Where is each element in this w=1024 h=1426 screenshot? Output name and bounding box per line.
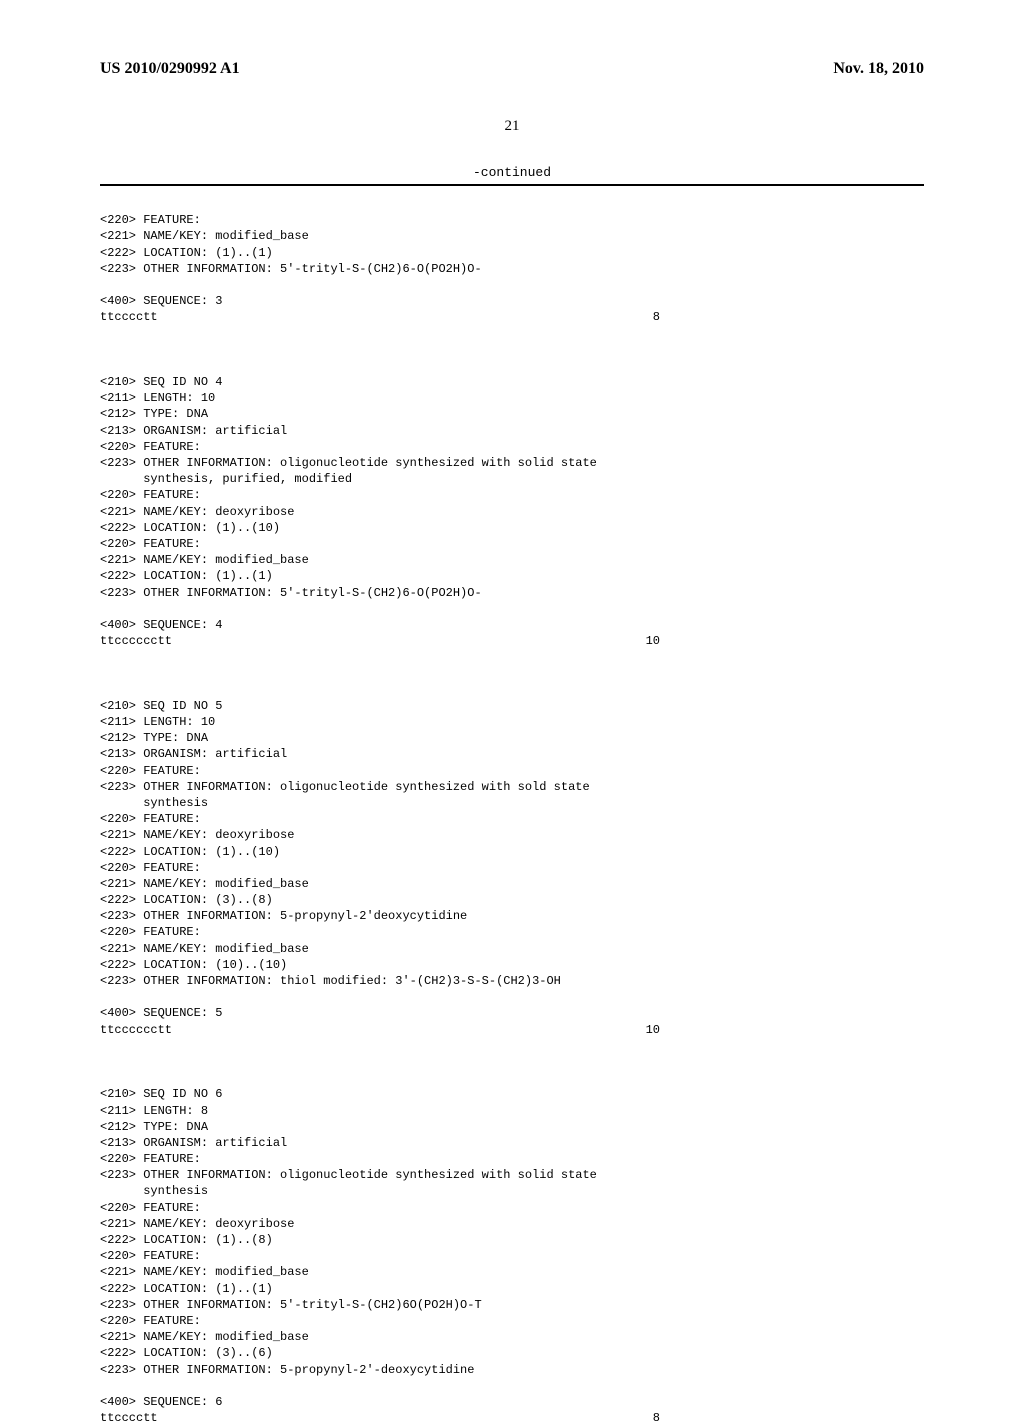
line: <221> NAME/KEY: modified_base — [100, 229, 309, 243]
seq-5-bases: ttcccccctt — [100, 1022, 172, 1038]
gap — [100, 326, 924, 358]
publication-date: Nov. 18, 2010 — [833, 60, 924, 78]
line: <211> LENGTH: 8 — [100, 1104, 208, 1118]
gap — [100, 1038, 924, 1070]
line: <211> LENGTH: 10 — [100, 391, 215, 405]
line: <223> OTHER INFORMATION: 5'-trityl-S-(CH… — [100, 586, 482, 600]
line: <220> FEATURE: — [100, 1314, 201, 1328]
line: <213> ORGANISM: artificial — [100, 747, 287, 761]
line: <222> LOCATION: (1)..(1) — [100, 246, 273, 260]
line: <222> LOCATION: (3)..(8) — [100, 893, 273, 907]
line: <212> TYPE: DNA — [100, 407, 208, 421]
line: <220> FEATURE: — [100, 1201, 201, 1215]
line: <223> OTHER INFORMATION: 5'-trityl-S-(CH… — [100, 262, 482, 276]
line: <221> NAME/KEY: deoxyribose — [100, 828, 294, 842]
line: <223> OTHER INFORMATION: 5-propynyl-2'-d… — [100, 1363, 474, 1377]
line: <400> SEQUENCE: 5 — [100, 1006, 222, 1020]
seq-3-line: ttcccctt 8 — [100, 309, 660, 325]
line: <212> TYPE: DNA — [100, 731, 208, 745]
seq-6-len: 8 — [653, 1410, 660, 1426]
page-header: US 2010/0290992 A1 Nov. 18, 2010 — [100, 60, 924, 78]
line: <220> FEATURE: — [100, 812, 201, 826]
line: <223> OTHER INFORMATION: oligonucleotide… — [100, 456, 597, 470]
line: <210> SEQ ID NO 4 — [100, 375, 222, 389]
seq-6-line: ttcccctt 8 — [100, 1410, 660, 1426]
line: <400> SEQUENCE: 3 — [100, 294, 222, 308]
seq-3-len: 8 — [653, 309, 660, 325]
line: <213> ORGANISM: artificial — [100, 1136, 287, 1150]
page: US 2010/0290992 A1 Nov. 18, 2010 21 -con… — [0, 0, 1024, 1320]
top-rule — [100, 184, 924, 186]
line: <220> FEATURE: — [100, 1152, 201, 1166]
seq-block-4-header: <210> SEQ ID NO 4 <211> LENGTH: 10 <212>… — [100, 358, 924, 633]
line: <221> NAME/KEY: modified_base — [100, 1265, 309, 1279]
line: <223> OTHER INFORMATION: oligonucleotide… — [100, 1168, 597, 1182]
line: <212> TYPE: DNA — [100, 1120, 208, 1134]
page-number: 21 — [100, 118, 924, 135]
line: <213> ORGANISM: artificial — [100, 424, 287, 438]
line: <211> LENGTH: 10 — [100, 715, 215, 729]
line: <223> OTHER INFORMATION: oligonucleotide… — [100, 780, 590, 794]
seq-4-line: ttcccccctt 10 — [100, 633, 660, 649]
line: <222> LOCATION: (10)..(10) — [100, 958, 287, 972]
line: <221> NAME/KEY: deoxyribose — [100, 505, 294, 519]
gap — [100, 649, 924, 681]
line: <221> NAME/KEY: deoxyribose — [100, 1217, 294, 1231]
seq-block-5-header: <210> SEQ ID NO 5 <211> LENGTH: 10 <212>… — [100, 682, 924, 1022]
line: synthesis — [100, 1184, 208, 1198]
line: <222> LOCATION: (1)..(8) — [100, 1233, 273, 1247]
seq-4-len: 10 — [646, 633, 660, 649]
line: <210> SEQ ID NO 5 — [100, 699, 222, 713]
line: <220> FEATURE: — [100, 488, 201, 502]
seq-block-3-header: <220> FEATURE: <221> NAME/KEY: modified_… — [100, 196, 924, 309]
line: <220> FEATURE: — [100, 764, 201, 778]
line: <221> NAME/KEY: modified_base — [100, 553, 309, 567]
continued-label: -continued — [100, 165, 924, 180]
seq-5-len: 10 — [646, 1022, 660, 1038]
line: <221> NAME/KEY: modified_base — [100, 877, 309, 891]
line: <222> LOCATION: (1)..(10) — [100, 521, 280, 535]
line: <220> FEATURE: — [100, 925, 201, 939]
line: <400> SEQUENCE: 6 — [100, 1395, 222, 1409]
seq-4-bases: ttcccccctt — [100, 633, 172, 649]
line: <223> OTHER INFORMATION: 5-propynyl-2'de… — [100, 909, 467, 923]
line: <222> LOCATION: (3)..(6) — [100, 1346, 273, 1360]
seq-3-bases: ttcccctt — [100, 309, 158, 325]
line: <223> OTHER INFORMATION: 5'-trityl-S-(CH… — [100, 1298, 482, 1312]
line: <210> SEQ ID NO 6 — [100, 1087, 222, 1101]
line: <220> FEATURE: — [100, 1249, 201, 1263]
line: <222> LOCATION: (1)..(10) — [100, 845, 280, 859]
seq-5-line: ttcccccctt 10 — [100, 1022, 660, 1038]
seq-6-bases: ttcccctt — [100, 1410, 158, 1426]
line: <220> FEATURE: — [100, 213, 201, 227]
line: <222> LOCATION: (1)..(1) — [100, 569, 273, 583]
line: <220> FEATURE: — [100, 861, 201, 875]
publication-number: US 2010/0290992 A1 — [100, 60, 240, 78]
line: <220> FEATURE: — [100, 440, 201, 454]
line: <223> OTHER INFORMATION: thiol modified:… — [100, 974, 561, 988]
line: synthesis, purified, modified — [100, 472, 352, 486]
line: <221> NAME/KEY: modified_base — [100, 942, 309, 956]
line: <220> FEATURE: — [100, 537, 201, 551]
line: <400> SEQUENCE: 4 — [100, 618, 222, 632]
line: <222> LOCATION: (1)..(1) — [100, 1282, 273, 1296]
line: <221> NAME/KEY: modified_base — [100, 1330, 309, 1344]
line: synthesis — [100, 796, 208, 810]
seq-block-6-header: <210> SEQ ID NO 6 <211> LENGTH: 8 <212> … — [100, 1070, 924, 1410]
